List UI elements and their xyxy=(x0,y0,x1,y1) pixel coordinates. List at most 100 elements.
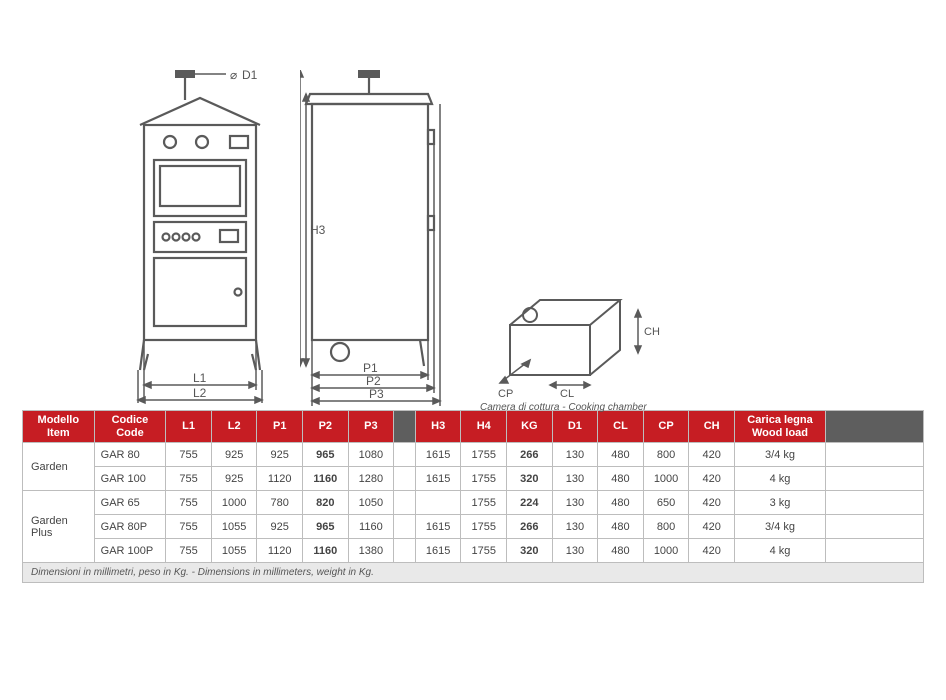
th-empty xyxy=(826,411,924,443)
th-kg: KG xyxy=(507,411,553,443)
cell-l1: 755 xyxy=(166,467,212,491)
cell-l1: 755 xyxy=(166,491,212,515)
cell-h4: 1755 xyxy=(461,491,507,515)
cell-_gap xyxy=(394,443,416,467)
th-model: ModelloItem xyxy=(23,411,95,443)
cell-p1: 925 xyxy=(257,515,303,539)
cooking-chamber-diagram: CL CP CH xyxy=(480,285,680,400)
label-l2: L2 xyxy=(193,386,207,400)
cell-ch: 420 xyxy=(689,467,735,491)
cell-kg: 266 xyxy=(507,515,553,539)
cell-model: Garden Plus xyxy=(23,491,95,563)
cell-_empty xyxy=(826,539,924,563)
cell-kg: 266 xyxy=(507,443,553,467)
cell-p2: 965 xyxy=(303,515,349,539)
cell-l2: 925 xyxy=(211,467,257,491)
cell-cl: 480 xyxy=(598,515,644,539)
th-h3: H3 xyxy=(415,411,461,443)
cell-p3: 1380 xyxy=(348,539,394,563)
cell-ch: 420 xyxy=(689,443,735,467)
cell-p3: 1080 xyxy=(348,443,394,467)
table-body: GardenGAR 807559259259651080161517552661… xyxy=(23,443,924,563)
cell-h4: 1755 xyxy=(461,443,507,467)
cell-d1: 130 xyxy=(552,467,598,491)
cell-_empty xyxy=(826,443,924,467)
cell-p2: 1160 xyxy=(303,539,349,563)
cell-h3: 1615 xyxy=(415,515,461,539)
th-ch: CH xyxy=(689,411,735,443)
th-l2: L2 xyxy=(211,411,257,443)
th-l1: L1 xyxy=(166,411,212,443)
cell-cp: 1000 xyxy=(643,467,689,491)
table-row: GAR 100P75510551120116013801615175532013… xyxy=(23,539,924,563)
label-cp: CP xyxy=(498,388,513,400)
cell-p3: 1160 xyxy=(348,515,394,539)
cell-l2: 1055 xyxy=(211,515,257,539)
cell-h4: 1755 xyxy=(461,467,507,491)
cell-cl: 480 xyxy=(598,443,644,467)
cell-_gap xyxy=(394,515,416,539)
table-row: GardenGAR 807559259259651080161517552661… xyxy=(23,443,924,467)
cell-kg: 320 xyxy=(507,467,553,491)
cell-p1: 1120 xyxy=(257,467,303,491)
cell-cp: 1000 xyxy=(643,539,689,563)
cell-_empty xyxy=(826,467,924,491)
cell-ch: 420 xyxy=(689,491,735,515)
label-ch: CH xyxy=(644,326,660,338)
cell-d1: 130 xyxy=(552,443,598,467)
cell-d1: 130 xyxy=(552,491,598,515)
cell-h4: 1755 xyxy=(461,515,507,539)
label-l1: L1 xyxy=(193,371,207,385)
table-row: GAR 100755925112011601280161517553201304… xyxy=(23,467,924,491)
cell-code: GAR 80 xyxy=(94,443,166,467)
cell-h3: 1615 xyxy=(415,443,461,467)
cell-h4: 1755 xyxy=(461,539,507,563)
cell-cl: 480 xyxy=(598,539,644,563)
side-view-diagram: H4 H3 P1 P2 P3 xyxy=(300,70,500,410)
label-p1: P1 xyxy=(363,361,378,375)
cell-kg: 224 xyxy=(507,491,553,515)
cell-l1: 755 xyxy=(166,515,212,539)
spec-table: ModelloItem CodiceCode L1 L2 P1 P2 P3 H3… xyxy=(22,410,924,583)
cell-code: GAR 65 xyxy=(94,491,166,515)
label-p2: P2 xyxy=(366,374,381,388)
th-load: Carica legnaWood load xyxy=(734,411,825,443)
cell-load: 3/4 kg xyxy=(734,443,825,467)
technical-drawings: ⌀ D1 L1 L2 xyxy=(20,30,926,410)
th-gap xyxy=(394,411,416,443)
cell-l2: 1055 xyxy=(211,539,257,563)
cell-_empty xyxy=(826,515,924,539)
chamber-caption: Camera di cottura - Cooking chamber xyxy=(480,402,647,413)
table-footnote: Dimensioni in millimetri, peso in Kg. - … xyxy=(22,563,924,583)
cell-_gap xyxy=(394,539,416,563)
cell-code: GAR 100 xyxy=(94,467,166,491)
cell-_gap xyxy=(394,467,416,491)
cell-p2: 965 xyxy=(303,443,349,467)
cell-cl: 480 xyxy=(598,467,644,491)
cell-ch: 420 xyxy=(689,515,735,539)
cell-d1: 130 xyxy=(552,539,598,563)
svg-text:⌀: ⌀ xyxy=(230,70,237,82)
th-p3: P3 xyxy=(348,411,394,443)
cell-cp: 800 xyxy=(643,443,689,467)
cell-p3: 1280 xyxy=(348,467,394,491)
cell-cl: 480 xyxy=(598,491,644,515)
cell-_empty xyxy=(826,491,924,515)
cell-_gap xyxy=(394,491,416,515)
cell-cp: 650 xyxy=(643,491,689,515)
th-h4: H4 xyxy=(461,411,507,443)
cell-p3: 1050 xyxy=(348,491,394,515)
table-row: GAR 80P755105592596511601615175526613048… xyxy=(23,515,924,539)
cell-l1: 755 xyxy=(166,539,212,563)
cell-load: 3/4 kg xyxy=(734,515,825,539)
cell-h3: 1615 xyxy=(415,467,461,491)
cell-kg: 320 xyxy=(507,539,553,563)
front-view-diagram: ⌀ D1 L1 L2 xyxy=(130,70,300,410)
cell-load: 4 kg xyxy=(734,539,825,563)
cell-d1: 130 xyxy=(552,515,598,539)
label-d1: D1 xyxy=(242,70,258,82)
cell-p2: 820 xyxy=(303,491,349,515)
cell-l2: 925 xyxy=(211,443,257,467)
cell-model: Garden xyxy=(23,443,95,491)
cell-cp: 800 xyxy=(643,515,689,539)
